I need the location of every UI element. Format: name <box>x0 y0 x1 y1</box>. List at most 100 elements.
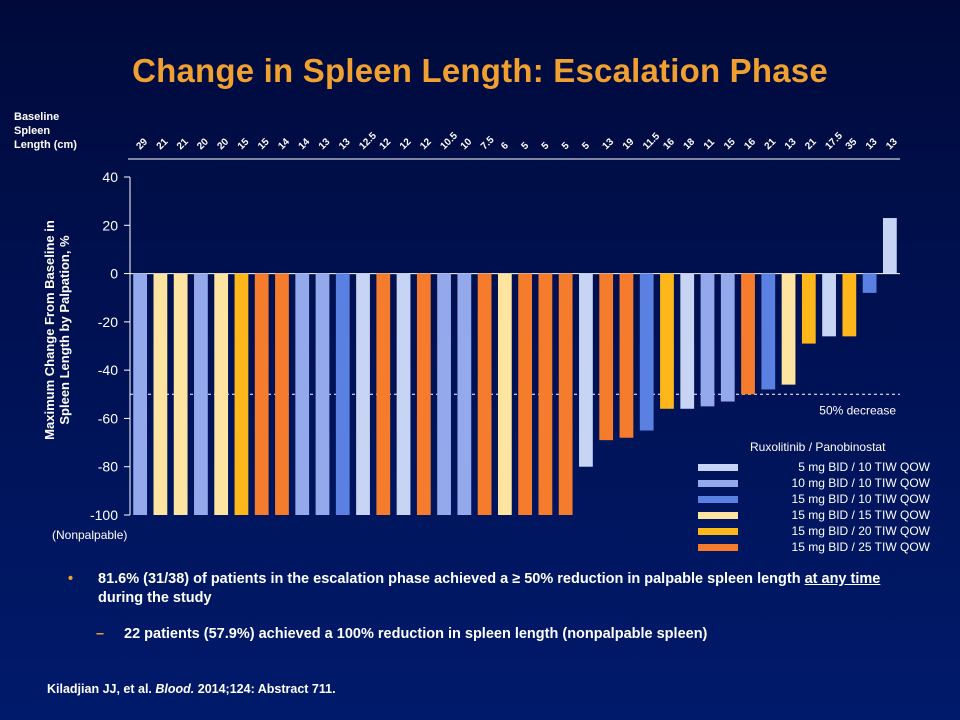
baseline-length-label: 12 <box>418 136 434 152</box>
baseline-length-label: 12 <box>378 136 394 152</box>
baseline-length-label: 5 <box>580 140 592 152</box>
baseline-header-line-2: Spleen <box>14 125 51 137</box>
bullet-dot-icon: • <box>68 571 74 587</box>
baseline-length-label: 19 <box>621 136 637 152</box>
bar <box>741 273 755 395</box>
baseline-length-label: 20 <box>195 136 211 152</box>
baseline-length-label: 6 <box>499 140 511 152</box>
baseline-length-label: 13 <box>864 136 880 152</box>
legend-label: 15 mg BID / 20 TIW QOW <box>791 524 930 538</box>
threshold-label: 50% decrease <box>819 403 896 417</box>
bar <box>801 273 816 344</box>
bar <box>437 273 451 515</box>
bullet-item: • 81.6% (31/38) of patients in the escal… <box>68 570 924 608</box>
y-tick-label: -80 <box>98 459 118 475</box>
bar <box>234 273 249 515</box>
legend-swatch <box>698 544 738 551</box>
legend-item: 15 mg BID / 20 TIW QOW <box>698 524 938 540</box>
baseline-length-label: 21 <box>155 136 171 152</box>
citation-details: 2014;124: Abstract 711. <box>194 682 336 696</box>
baseline-length-label: 13 <box>317 136 333 152</box>
legend-item: 10 mg BID / 10 TIW QOW <box>698 476 938 492</box>
baseline-length-label: 10.5 <box>438 130 460 152</box>
citation-authors: Kiladjian JJ, et al. <box>47 682 156 696</box>
bullet-emphasis: at any time <box>804 571 881 587</box>
legend-label: 15 mg BID / 25 TIW QOW <box>791 540 930 554</box>
baseline-length-label: 7.5 <box>479 134 497 152</box>
baseline-length-label: 29 <box>134 136 150 152</box>
baseline-length-label: 5 <box>540 140 552 152</box>
baseline-length-label: 15 <box>256 136 272 152</box>
bar <box>356 273 370 515</box>
legend-swatch <box>698 496 738 503</box>
dash-icon: – <box>96 626 105 642</box>
legend-swatch <box>698 528 738 535</box>
sub-bullet-item: – 22 patients (57.9%) achieved a 100% re… <box>74 625 924 644</box>
y-tick-label: -20 <box>98 314 118 330</box>
bar <box>619 273 634 438</box>
citation-journal: Blood. <box>155 682 195 696</box>
nonpalpable-label: (Nonpalpable) <box>52 528 127 542</box>
baseline-length-label: 15 <box>722 136 738 152</box>
bar <box>275 273 289 515</box>
bar <box>335 273 350 515</box>
baseline-length-label: 13 <box>601 136 617 152</box>
baseline-length-label: 18 <box>682 136 698 152</box>
baseline-length-label: 17.5 <box>823 130 845 152</box>
baseline-header-line-1: Baseline <box>14 111 60 123</box>
legend-title: Ruxolitinib / Panobinostat <box>750 440 886 454</box>
y-tick-label: -60 <box>98 410 118 426</box>
legend-item: 15 mg BID / 15 TIW QOW <box>698 508 938 524</box>
baseline-length-label: 10 <box>459 136 475 152</box>
bar <box>295 273 310 515</box>
baseline-length-label: 14 <box>276 136 292 152</box>
legend-item: 5 mg BID / 10 TIW QOW <box>698 460 938 476</box>
bar <box>700 273 715 407</box>
baseline-length-label: 21 <box>175 136 191 152</box>
baseline-length-label: 35 <box>844 136 860 152</box>
baseline-length-label: 5 <box>519 140 531 152</box>
baseline-length-label: 11.5 <box>641 131 662 152</box>
baseline-length-label: 16 <box>661 136 677 152</box>
bar <box>639 273 654 431</box>
bar <box>254 273 269 515</box>
key-findings: • 81.6% (31/38) of patients in the escal… <box>68 570 924 644</box>
baseline-length-label: 5 <box>560 140 572 152</box>
bar <box>680 273 695 409</box>
bar <box>416 273 431 515</box>
bar <box>477 273 492 515</box>
baseline-length-label: 14 <box>297 136 313 152</box>
legend-swatch <box>698 512 738 519</box>
y-tick-label: 40 <box>102 169 118 185</box>
bar <box>579 273 593 467</box>
bar <box>173 273 188 515</box>
legend-label: 15 mg BID / 15 TIW QOW <box>791 508 930 522</box>
bullet-text-end: during the study <box>98 590 212 606</box>
baseline-length-label: 13 <box>783 136 799 152</box>
baseline-header-line-3: Length (cm) <box>14 139 77 151</box>
bar <box>497 273 512 515</box>
bar <box>396 273 411 515</box>
bar <box>660 273 674 409</box>
bar <box>720 273 735 402</box>
bar <box>781 273 796 385</box>
y-tick-label: 20 <box>102 217 118 233</box>
chart-bars <box>133 218 897 515</box>
baseline-length-header: Baseline Spleen Length (cm) <box>14 110 77 152</box>
legend-item: 15 mg BID / 10 TIW QOW <box>698 492 938 508</box>
slide-title: Change in Spleen Length: Escalation Phas… <box>132 52 828 89</box>
bar <box>518 273 533 515</box>
legend-swatch <box>698 480 738 487</box>
bar <box>214 273 229 515</box>
baseline-length-label: 16 <box>742 136 758 152</box>
bar <box>558 273 573 515</box>
bar <box>842 273 857 337</box>
sub-bullet-text: 22 patients (57.9%) achieved a 100% redu… <box>124 626 708 642</box>
bar <box>862 273 877 293</box>
bar <box>882 218 897 274</box>
legend-item: 15 mg BID / 25 TIW QOW <box>698 540 938 556</box>
bar <box>194 273 208 515</box>
legend-swatch <box>698 464 738 471</box>
bar <box>538 273 553 515</box>
baseline-length-label: 20 <box>216 136 232 152</box>
